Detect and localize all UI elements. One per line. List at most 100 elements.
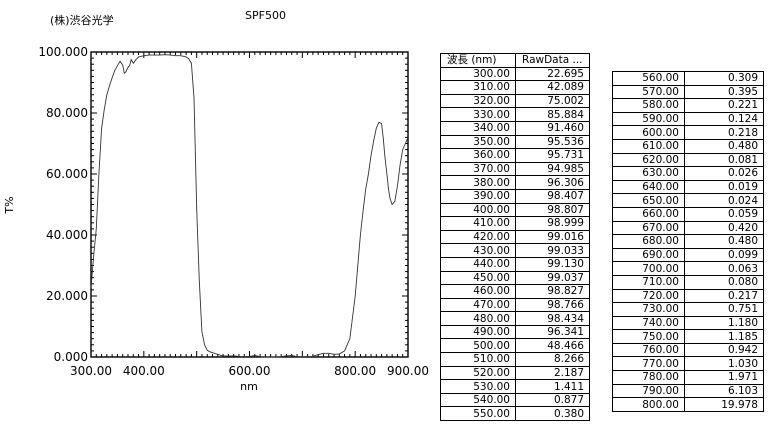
cell-wavelength: 300.00: [440, 66, 516, 82]
table-row[interactable]: 610.00 0.480: [612, 138, 764, 154]
table-row[interactable]: 760.00 0.942: [612, 342, 764, 358]
cell-rawdata: 0.380: [515, 406, 590, 422]
cell-wavelength: 690.00: [612, 247, 685, 263]
x-tick-label: 400.00: [123, 364, 165, 378]
table-row[interactable]: 330.00 85.884: [440, 107, 590, 122]
table-row[interactable]: 720.00 0.217: [612, 288, 764, 304]
table-row[interactable]: 460.00 98.827: [440, 284, 590, 299]
table-row[interactable]: 430.00 99.033: [440, 243, 590, 258]
table-row[interactable]: 520.00 2.187: [440, 365, 590, 381]
company-name: (株)渋谷光学: [50, 14, 114, 27]
cell-wavelength: 560.00: [612, 71, 685, 86]
cell-wavelength: 590.00: [612, 111, 685, 127]
table-row[interactable]: 470.00 98.766: [440, 297, 590, 313]
table-row[interactable]: 300.00 22.695: [440, 66, 590, 82]
cell-rawdata: 22.695: [515, 66, 590, 82]
cell-rawdata: 0.026: [684, 166, 764, 181]
cell-wavelength: 770.00: [612, 356, 685, 372]
table-row[interactable]: 670.00 0.420: [612, 220, 764, 236]
cell-rawdata: 6.103: [684, 383, 764, 399]
table-row[interactable]: 390.00 98.407: [440, 188, 590, 204]
cell-wavelength: 670.00: [612, 220, 685, 236]
table-row[interactable]: 440.00 99.130: [440, 256, 590, 272]
cell-wavelength: 400.00: [440, 202, 516, 218]
data-table-left: 波長 (nm) RawData ... 300.00 22.695 310.00 42…: [440, 53, 590, 422]
cell-rawdata: 0.099: [684, 247, 764, 263]
cell-rawdata: 98.407: [515, 188, 590, 204]
column-header-rawdata[interactable]: RawData ...: [515, 53, 590, 68]
table-row[interactable]: 360.00 95.731: [440, 148, 590, 163]
cell-wavelength: 610.00: [612, 138, 685, 154]
table-row[interactable]: 570.00 0.395: [612, 84, 764, 100]
table-row[interactable]: 650.00 0.024: [612, 193, 764, 208]
cell-wavelength: 370.00: [440, 161, 516, 177]
table-row[interactable]: 640.00 0.019: [612, 179, 764, 195]
table-row[interactable]: 450.00 99.037: [440, 270, 590, 286]
cell-rawdata: 85.884: [515, 107, 590, 122]
cell-rawdata: 19.978: [684, 397, 764, 412]
cell-wavelength: 500.00: [440, 338, 516, 354]
table-row[interactable]: 530.00 1.411: [440, 379, 590, 394]
table-row[interactable]: 380.00 96.306: [440, 175, 590, 190]
cell-wavelength: 360.00: [440, 148, 516, 163]
cell-wavelength: 640.00: [612, 179, 685, 195]
table-row[interactable]: 620.00 0.081: [612, 152, 764, 168]
cell-rawdata: 99.037: [515, 270, 590, 286]
cell-rawdata: 91.460: [515, 120, 590, 136]
cell-wavelength: 430.00: [440, 243, 516, 258]
cell-rawdata: 48.466: [515, 338, 590, 354]
table-row[interactable]: 350.00 95.536: [440, 134, 590, 150]
table-row[interactable]: 680.00 0.480: [612, 234, 764, 249]
cell-rawdata: 1.411: [515, 379, 590, 394]
table-row[interactable]: 310.00 42.089: [440, 80, 590, 95]
table-row[interactable]: 510.00 8.266: [440, 352, 590, 367]
table-row[interactable]: 710.00 0.080: [612, 274, 764, 290]
table-row[interactable]: 790.00 6.103: [612, 383, 764, 399]
table-row[interactable]: 410.00 98.999: [440, 216, 590, 231]
table-row[interactable]: 800.00 19.978: [612, 397, 764, 412]
table-row[interactable]: 560.00 0.309: [612, 71, 764, 86]
cell-rawdata: 0.221: [684, 98, 764, 113]
table-row[interactable]: 700.00 0.063: [612, 261, 764, 276]
cell-rawdata: 98.999: [515, 216, 590, 231]
table-row[interactable]: 420.00 99.016: [440, 229, 590, 245]
table-row[interactable]: 630.00 0.026: [612, 166, 764, 181]
x-tick-label: 300.00: [70, 364, 112, 378]
cell-wavelength: 620.00: [612, 152, 685, 168]
table-row[interactable]: 730.00 0.751: [612, 302, 764, 317]
table-row[interactable]: 740.00 1.180: [612, 315, 764, 331]
table-row[interactable]: 590.00 0.124: [612, 111, 764, 127]
table-row[interactable]: 600.00 0.218: [612, 125, 764, 140]
table-row[interactable]: 660.00 0.059: [612, 206, 764, 222]
cell-rawdata: 0.480: [684, 138, 764, 154]
y-tick-label: 80.000: [46, 106, 88, 120]
cell-rawdata: 96.341: [515, 324, 590, 340]
cell-wavelength: 750.00: [612, 329, 685, 344]
cell-rawdata: 99.033: [515, 243, 590, 258]
table-row[interactable]: 340.00 91.460: [440, 120, 590, 136]
cell-rawdata: 0.480: [684, 234, 764, 249]
table-row[interactable]: 550.00 0.380: [440, 406, 590, 422]
table-row[interactable]: 490.00 96.341: [440, 324, 590, 340]
cell-wavelength: 550.00: [440, 406, 516, 422]
cell-rawdata: 0.309: [684, 71, 764, 86]
table-row[interactable]: 780.00 1.971: [612, 370, 764, 385]
cell-rawdata: 0.080: [684, 274, 764, 290]
cell-rawdata: 98.807: [515, 202, 590, 218]
table-row[interactable]: 690.00 0.099: [612, 247, 764, 263]
table-row[interactable]: 580.00 0.221: [612, 98, 764, 113]
table-row[interactable]: 320.00 75.002: [440, 93, 590, 109]
cell-wavelength: 660.00: [612, 206, 685, 222]
table-row[interactable]: 770.00 1.030: [612, 356, 764, 372]
table-row[interactable]: 370.00 94.985: [440, 161, 590, 177]
table-row[interactable]: 400.00 98.807: [440, 202, 590, 218]
cell-wavelength: 460.00: [440, 284, 516, 299]
table-row[interactable]: 480.00 98.434: [440, 311, 590, 326]
column-header-wavelength[interactable]: 波長 (nm): [440, 53, 516, 68]
cell-rawdata: 0.751: [684, 302, 764, 317]
table-row[interactable]: 750.00 1.185: [612, 329, 764, 344]
table-row[interactable]: 500.00 48.466: [440, 338, 590, 354]
cell-wavelength: 510.00: [440, 352, 516, 367]
cell-rawdata: 0.124: [684, 111, 764, 127]
table-row[interactable]: 540.00 0.877: [440, 392, 590, 408]
